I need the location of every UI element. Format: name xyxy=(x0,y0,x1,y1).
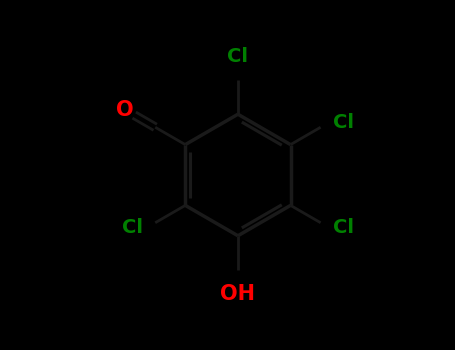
Text: Cl: Cl xyxy=(122,218,143,237)
Text: Cl: Cl xyxy=(333,113,354,132)
Text: O: O xyxy=(116,100,134,120)
Text: Cl: Cl xyxy=(333,218,354,237)
Text: OH: OH xyxy=(220,284,255,304)
Text: Cl: Cl xyxy=(228,47,248,66)
